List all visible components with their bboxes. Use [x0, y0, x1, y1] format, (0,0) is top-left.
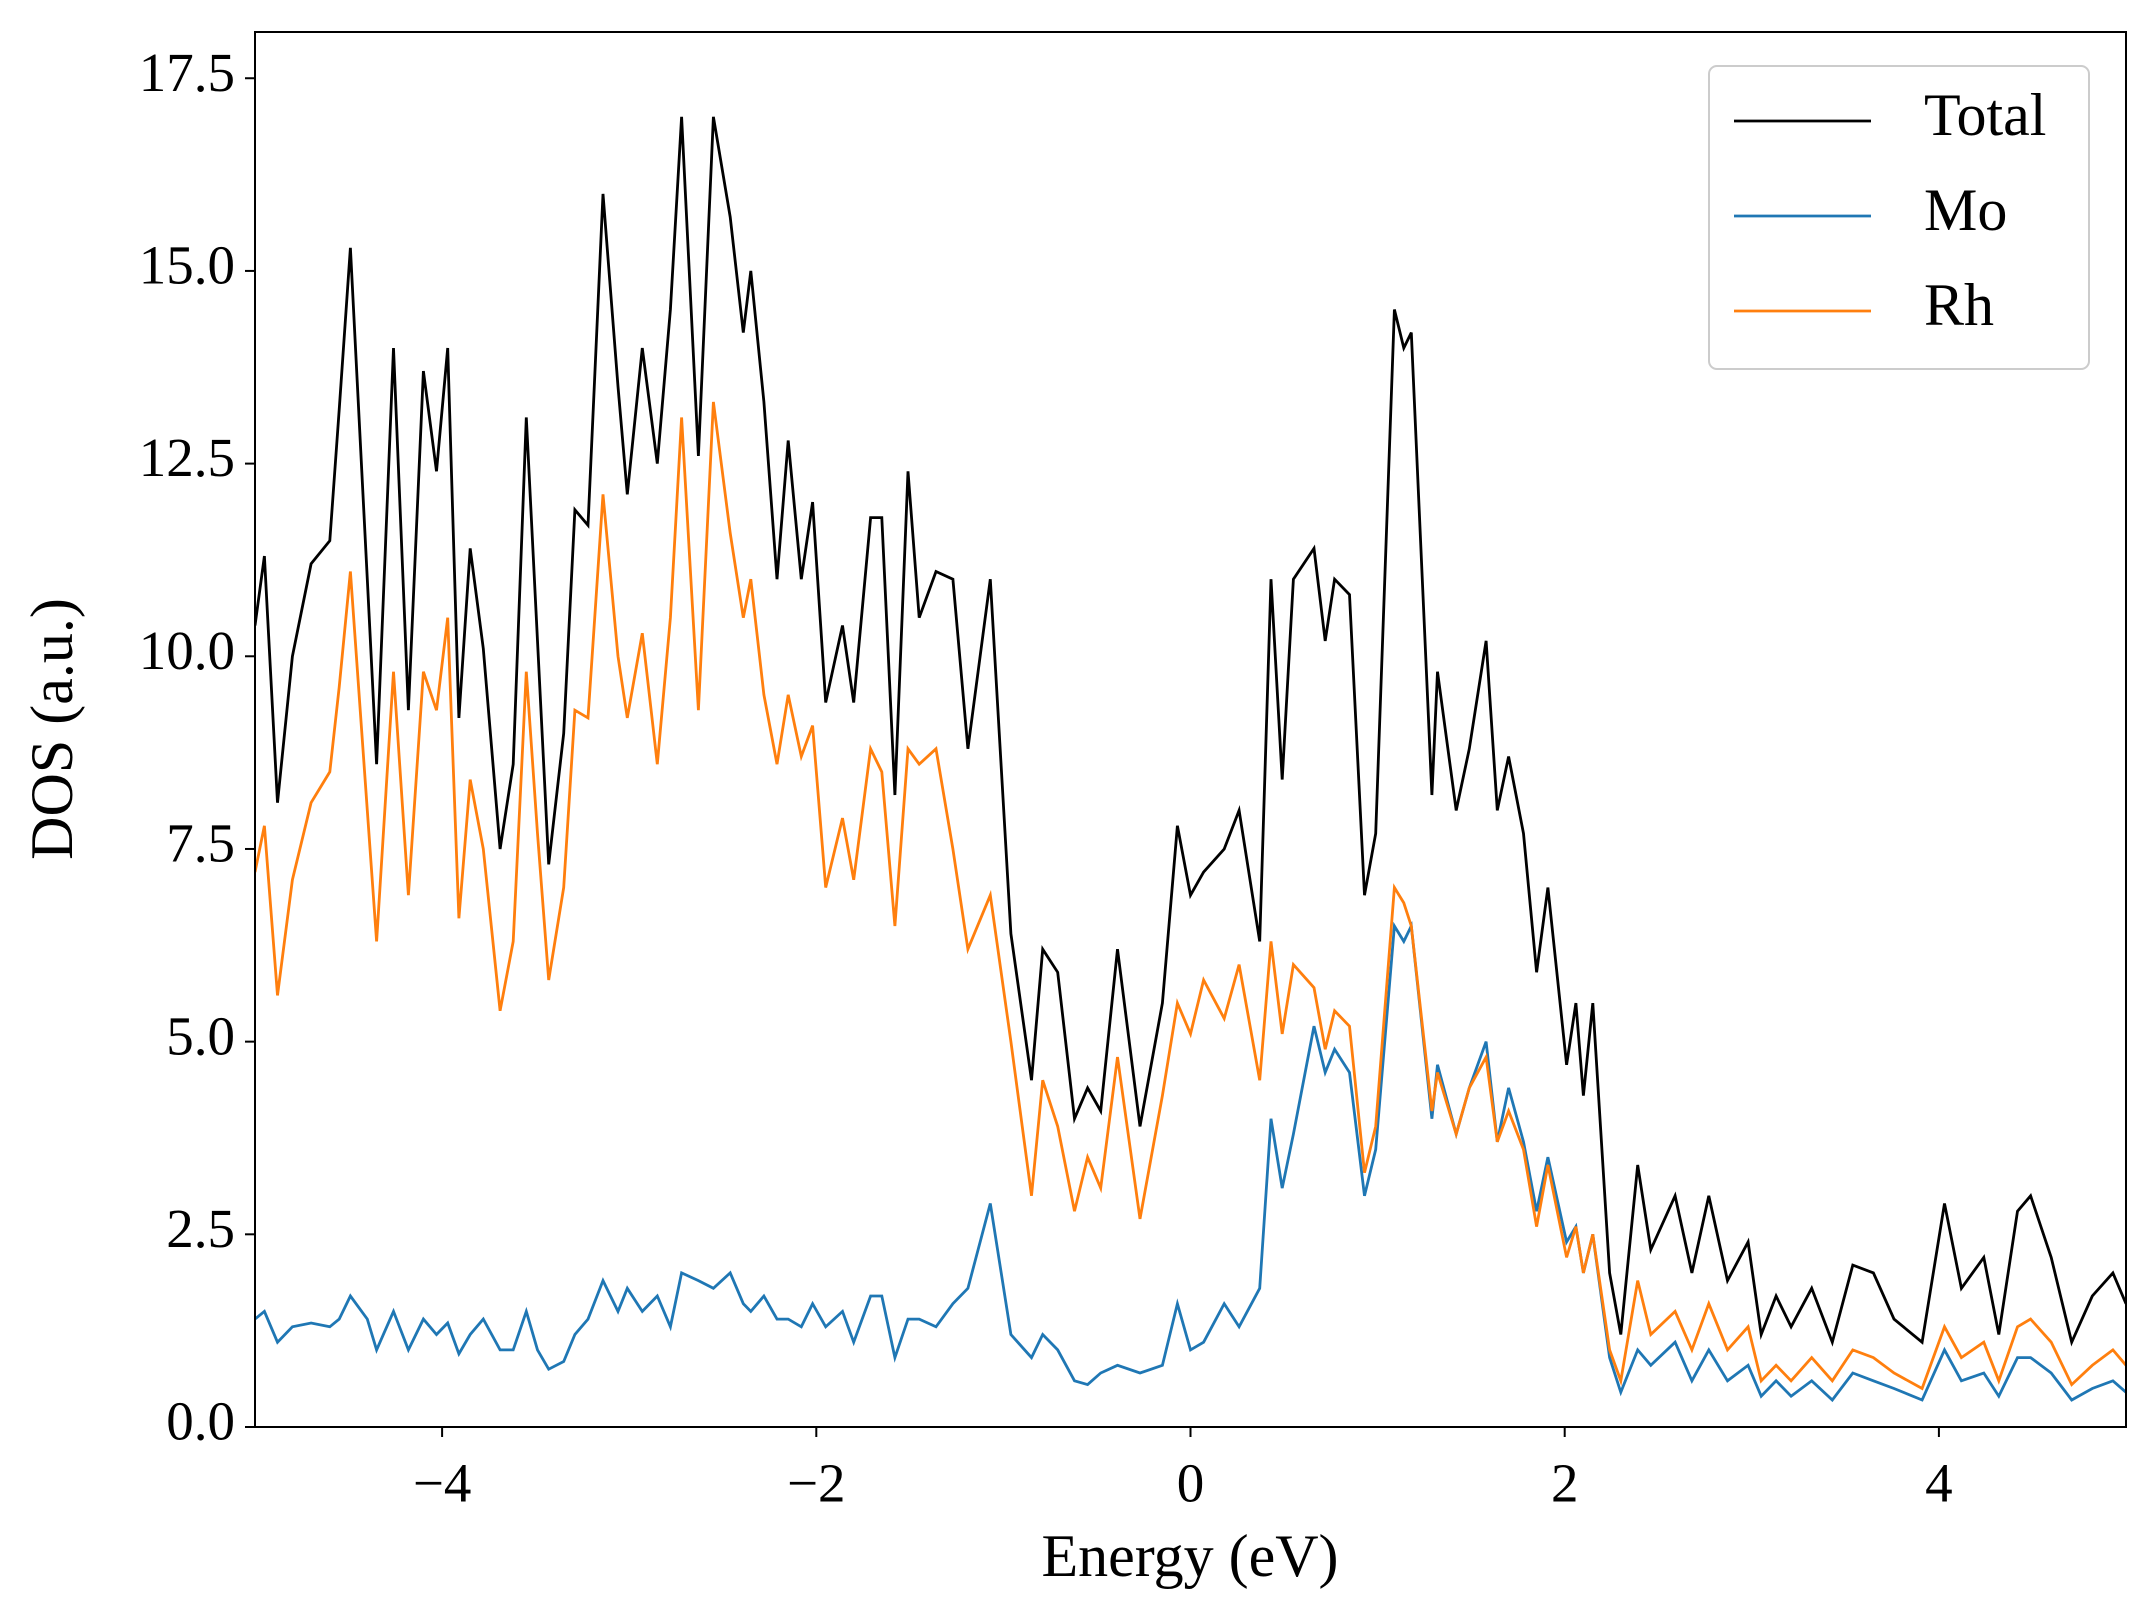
y-axis-label: DOS (a.u.) [19, 598, 85, 860]
legend-box [1708, 65, 2090, 370]
y-tick-label: 2.5 [166, 1198, 235, 1259]
x-tick-label: −2 [787, 1453, 846, 1514]
legend-label: Total [1924, 82, 2046, 148]
y-tick-label: 5.0 [166, 1005, 235, 1066]
y-tick-label: 15.0 [139, 235, 235, 296]
series-line [255, 921, 2126, 1403]
y-tick-label: 12.5 [139, 427, 235, 488]
legend-label: Mo [1924, 177, 2007, 243]
y-tick-label: 0.0 [166, 1391, 235, 1452]
x-tick-label: 2 [1551, 1453, 1579, 1514]
x-tick-label: −4 [413, 1453, 472, 1514]
plot-frame [254, 31, 2127, 1428]
y-tick-label: 10.0 [139, 620, 235, 681]
series-line [255, 401, 2126, 1391]
y-tick-label: 7.5 [166, 813, 235, 874]
x-tick-label: 0 [1177, 1453, 1205, 1514]
y-tick-label: 17.5 [139, 42, 235, 103]
series-line [255, 116, 2126, 1347]
x-tick-label: 4 [1925, 1453, 1953, 1514]
legend-label: Rh [1924, 272, 1994, 338]
x-axis-label: Energy (eV) [1041, 1523, 1338, 1589]
